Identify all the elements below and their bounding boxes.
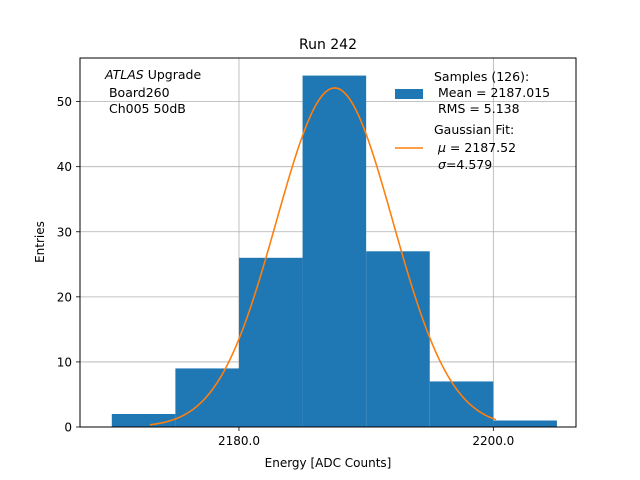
y-tick-label-5: 50 [57,95,72,109]
axis-ticks: 2180.0 2200.0 0 10 20 30 40 50 [57,95,515,448]
gaussian-fit-layer [149,87,497,426]
legend-samples-swatch [395,89,423,99]
annotation-atlas: ATLAS [104,67,144,82]
x-tick-label-1: 2200.0 [472,434,514,448]
histogram-bar-1 [175,368,239,427]
histogram-bar-5 [429,381,494,427]
legend-fit-sigma: =4.579 [446,157,492,172]
axes-frame [79,57,577,428]
histogram-bar-3 [302,75,367,428]
svg-text:μ = 2187.52: μ = 2187.52 [437,140,516,155]
legend: Samples (126): Mean = 2187.015 RMS = 5.1… [395,69,550,172]
legend-fit-mu-symbol: μ [437,140,446,155]
legend-samples-mean: Mean = 2187.015 [434,85,550,100]
svg-text:ATLAS Upgrade: ATLAS Upgrade [104,67,201,82]
y-tick-label-3: 30 [57,225,72,239]
y-tick-label-2: 20 [57,290,72,304]
legend-samples-title: Samples (126): [434,69,529,84]
x-axis-label: Energy [ADC Counts] [265,456,392,470]
histogram-bar-0 [111,413,176,427]
annotation-upgrade: Upgrade [144,67,202,82]
annotation-board: Board260 [105,85,170,100]
x-tick-label-0: 2180.0 [218,434,260,448]
gaussian-fit-line [149,87,497,426]
svg-text:σ=4.579: σ=4.579 [438,157,492,172]
chart-title: Run 242 [299,37,357,53]
annotation-channel: Ch005 50dB [105,101,186,116]
histogram-bar-6 [493,420,557,427]
histogram-bar-4 [366,251,430,427]
y-tick-label-0: 0 [64,421,72,435]
legend-fit-title: Gaussian Fit: [434,122,514,137]
legend-fit-mu: = 2187.52 [446,140,516,155]
histogram-bars [111,75,557,428]
y-tick-label-1: 10 [57,355,72,369]
y-tick-label-4: 40 [57,160,72,174]
y-axis-label: Entries [33,221,47,263]
legend-fit-sigma-symbol: σ [438,157,447,172]
legend-samples-rms: RMS = 5.138 [434,101,520,116]
atlas-annotation: ATLAS Upgrade Board260 Ch005 50dB [104,67,201,116]
histogram-bar-2 [238,257,303,427]
